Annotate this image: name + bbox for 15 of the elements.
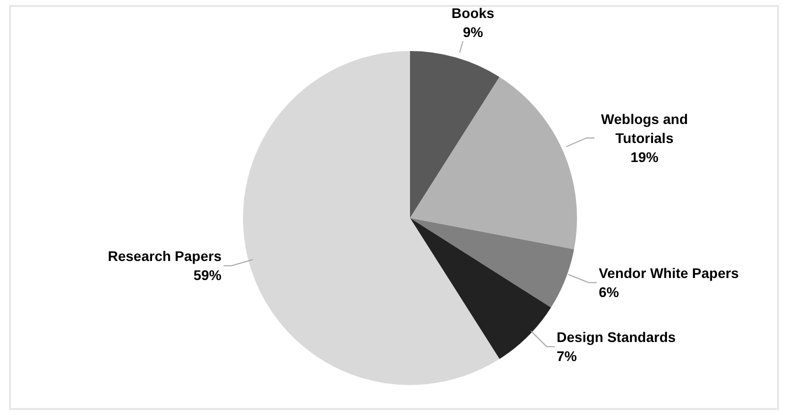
slice-label: Vendor White Papers <box>598 265 739 282</box>
slice-label: Weblogs and Tutorials <box>601 110 688 146</box>
data-label: 59% <box>193 267 222 284</box>
pie-slice <box>243 51 500 385</box>
data-label: 9% <box>462 24 484 40</box>
slice-label: Design Standards <box>556 329 676 346</box>
slice-label: Research Papers <box>108 248 222 264</box>
pie-slice <box>410 218 574 308</box>
pie-slice <box>410 51 500 218</box>
data-label: 19% <box>630 148 660 165</box>
data-label: 7% <box>556 348 578 364</box>
pie-slice <box>410 218 552 360</box>
slice-label: Books <box>452 5 495 22</box>
data-label: 6% <box>598 284 620 300</box>
pie-slice <box>410 76 577 250</box>
